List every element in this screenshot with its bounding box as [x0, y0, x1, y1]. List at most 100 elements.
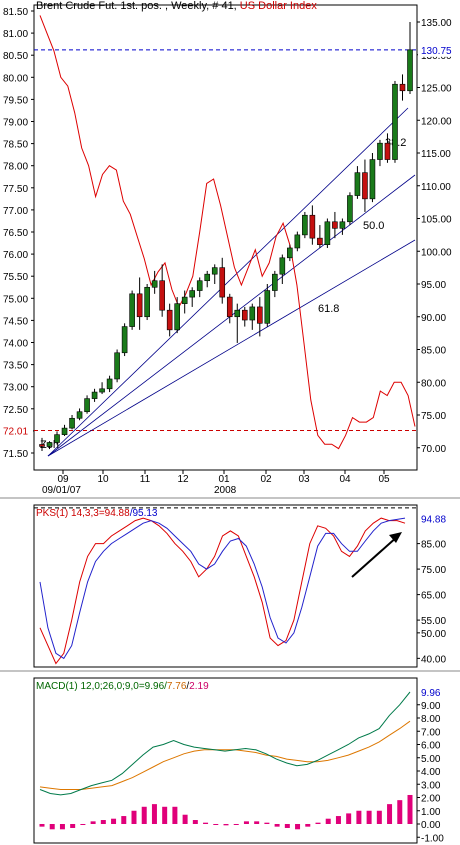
pks-legend: PKS(1) 14,3,3=94.88/95.13	[36, 508, 158, 519]
x-tick-label: 01	[218, 474, 230, 485]
left-tick-label: 76.00	[3, 250, 28, 261]
candle-up	[347, 195, 353, 223]
macd-histogram-bar	[356, 810, 362, 824]
candle-up	[377, 142, 383, 160]
x-tick-label: 02	[260, 474, 272, 485]
candle-up	[279, 257, 286, 275]
candle-up	[181, 296, 188, 304]
macd-histogram-bar	[90, 821, 96, 824]
macd-panel: -1.00 0.00 1.00 2.00 3.00 4.00 5.00 6.00 7.00 8.0…	[0, 670, 460, 844]
dollar-index-line	[39, 15, 416, 450]
right-tick-label: 75.00	[421, 411, 446, 422]
candle-up	[369, 159, 376, 200]
macd-tick-label: 8.00	[421, 714, 441, 725]
right-tick-label: 95.00	[421, 280, 446, 291]
left-tick-label: 80.50	[3, 51, 28, 62]
macd-histogram-bar	[325, 818, 331, 824]
title-overlay: US Dollar Index	[240, 0, 318, 12]
last-price-tag: 130.75	[421, 46, 452, 57]
candle-down	[241, 309, 248, 321]
candle-up	[287, 247, 293, 259]
candle-down	[256, 306, 263, 324]
macd-histogram-bar	[111, 818, 117, 824]
candle-up	[234, 309, 241, 318]
macd-histogram-bar	[315, 822, 321, 824]
pks-slow-line	[39, 517, 406, 660]
macd-histogram-bar	[49, 824, 55, 830]
macd-histogram-bar	[407, 794, 413, 824]
macd-histogram-bar	[172, 806, 178, 824]
price-plot-area	[33, 4, 418, 471]
candle-up	[294, 234, 301, 249]
candle-up	[204, 273, 211, 282]
candle-up	[272, 273, 278, 291]
macd-histogram-bar	[141, 806, 147, 824]
macd-histogram-bar	[335, 816, 341, 824]
left-tick-label: 78.50	[3, 140, 28, 151]
candle-up	[84, 398, 90, 413]
candle-down	[166, 309, 173, 331]
arrow-shaft	[351, 535, 399, 578]
left-tick-label: 75.50	[3, 272, 28, 283]
candle-down	[317, 237, 323, 245]
macd-legend-part: 2.19	[189, 681, 209, 692]
x-tick-label: 10	[97, 474, 109, 485]
candle-up	[302, 214, 308, 236]
candle-up	[174, 303, 180, 331]
x-tick-label: 03	[298, 474, 310, 485]
macd-histogram-bar	[223, 824, 229, 826]
left-tick-label: 73.50	[3, 361, 28, 372]
macd-line	[39, 691, 411, 796]
pks-tick-label: 65.00	[421, 591, 446, 602]
macd-tick-label: 2.00	[421, 794, 441, 805]
last-dollar-tag: 72.01	[3, 426, 28, 437]
title-instrument: Brent Crude Fut. 1st. pos. , Weekly, # 4…	[36, 0, 240, 12]
candle-up	[129, 293, 135, 327]
candle-up	[196, 280, 203, 291]
macd-histogram-bar	[70, 824, 76, 828]
macd-tick-label: 1.00	[421, 807, 441, 818]
pks-last-label: 94.88	[421, 514, 446, 525]
pks-oscillator-panel: 40.0050.0055.0065.0075.0085.0094.88PKS(1…	[0, 497, 460, 668]
fib-label-618: 61.8	[318, 303, 339, 315]
candle-down	[362, 172, 368, 200]
macd-histogram-bar	[151, 804, 157, 824]
macd-histogram-bar	[387, 804, 393, 824]
candle-up	[69, 417, 75, 429]
macd-histogram-bar	[254, 821, 260, 824]
left-tick-label: 81.50	[3, 7, 28, 18]
macd-histogram-bar	[376, 810, 382, 824]
macd-tick-label: -1.00	[421, 833, 444, 844]
macd-histogram-bar	[213, 824, 219, 825]
pks-legend-part: /	[130, 508, 133, 519]
macd-histogram-bar	[346, 813, 352, 824]
left-tick-label: 74.50	[3, 316, 28, 327]
macd-histogram-bar	[305, 824, 311, 827]
pks-tick-label: 40.00	[421, 654, 446, 665]
x-tick-label: 11	[140, 474, 151, 485]
x-subtick-year: 2008	[214, 485, 237, 496]
x-subtick-date: 09/01/07	[42, 485, 81, 496]
candle-down	[136, 293, 143, 318]
pks-tick-label: 50.00	[421, 629, 446, 640]
pks-fast-line	[39, 517, 406, 665]
macd-histogram-bar	[397, 800, 403, 824]
candle-up	[121, 326, 128, 354]
candle-up	[392, 83, 398, 160]
macd-signal-line	[39, 720, 411, 790]
candle-up	[54, 434, 60, 443]
macd-tick-label: 3.00	[421, 780, 441, 791]
right-tick-label: 80.00	[421, 378, 446, 389]
macd-histogram-bar	[100, 820, 106, 824]
macd-legend-part: /	[186, 681, 189, 692]
left-tick-label: 79.50	[3, 95, 28, 106]
macd-tick-label: 6.00	[421, 741, 441, 752]
right-tick-label: 105.00	[421, 215, 452, 226]
x-tick-label: 05	[378, 474, 390, 485]
macd-histogram-bar	[274, 824, 280, 827]
macd-tick-label: 0.00	[421, 820, 441, 831]
left-tick-label: 77.00	[3, 206, 28, 217]
x-tick-label: 04	[339, 474, 351, 485]
candle-up	[144, 286, 150, 318]
macd-histogram-bar	[39, 824, 45, 827]
